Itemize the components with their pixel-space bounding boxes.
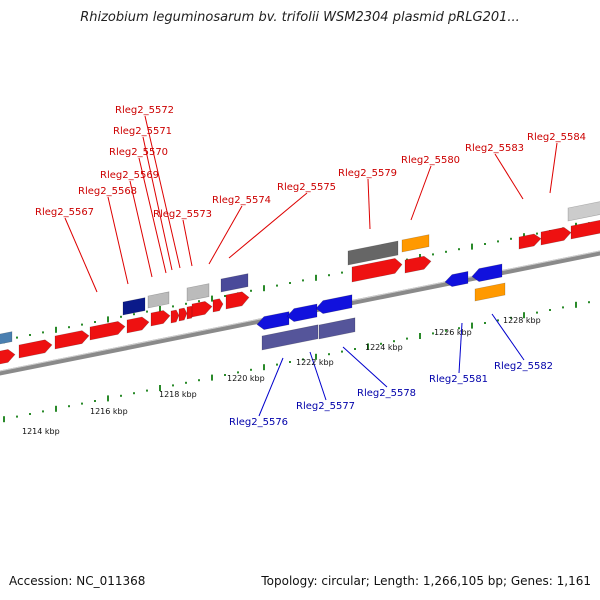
gene-26 [401, 234, 430, 253]
gene-28 [471, 263, 503, 282]
gene-5 [89, 321, 126, 341]
gene-15 [147, 291, 170, 309]
gene-label-rleg2_5575: Rleg2_5575 [277, 182, 336, 193]
leader-line [228, 192, 308, 259]
leader-line [549, 142, 558, 194]
leader-line [491, 313, 525, 361]
gene-label-rleg2_5577: Rleg2_5577 [296, 401, 355, 412]
leader-line [367, 178, 371, 230]
gene-13 [225, 291, 250, 310]
gene-7 [150, 310, 171, 327]
gene-label-rleg2_5583: Rleg2_5583 [465, 143, 524, 154]
leader-line [410, 165, 432, 221]
gene-label-rleg2_5567: Rleg2_5567 [35, 207, 94, 218]
gene-4 [54, 330, 90, 350]
scale-label: 1214 kbp [22, 427, 60, 436]
scale-label: 1228 kbp [503, 316, 541, 325]
gene-16 [186, 283, 210, 302]
leader-line [309, 351, 327, 401]
gene-11 [191, 301, 213, 318]
scale-label: 1216 kbp [90, 407, 128, 416]
leader-line [64, 217, 98, 293]
leader-line [138, 157, 167, 274]
gene-14 [122, 297, 146, 316]
label-group: 1214 kbp 1216 kbp 1218 kbp 1220 kbp 1222 kbp… [22, 105, 586, 436]
gene-label-rleg2_5584: Rleg2_5584 [527, 132, 586, 143]
gene-label-rleg2_5573: Rleg2_5573 [153, 209, 212, 220]
gene-12 [212, 298, 224, 313]
gene-17 [220, 273, 249, 293]
gene-27 [444, 271, 469, 287]
gene-33 [567, 201, 600, 222]
gene-label-rleg2_5580: Rleg2_5580 [401, 155, 460, 166]
gene-19 [286, 303, 318, 322]
leader-line [258, 357, 284, 417]
leader-line [129, 180, 153, 278]
gene-29 [474, 282, 506, 302]
gene-label-rleg2_5574: Rleg2_5574 [212, 195, 271, 206]
gene-21 [261, 324, 319, 351]
leader-line [494, 153, 524, 200]
gene-8 [170, 309, 180, 324]
gene-20 [315, 294, 353, 314]
scale-label: 1218 kbp [159, 390, 197, 399]
accession-text: Accession: NC_011368 [9, 574, 146, 588]
gene-23 [347, 240, 399, 266]
gene-9 [178, 307, 188, 322]
gene-32 [570, 219, 600, 240]
leader-line [142, 136, 173, 271]
leader-line [208, 205, 243, 265]
gene-label-rleg2_5571: Rleg2_5571 [113, 126, 172, 137]
leader-line [144, 115, 181, 269]
gene-label-rleg2_5579: Rleg2_5579 [338, 168, 397, 179]
gene-1 [0, 349, 16, 365]
gene-2 [0, 331, 13, 345]
gene-label-rleg2_5578: Rleg2_5578 [357, 388, 416, 399]
gene-3 [18, 339, 53, 359]
map-title: Rhizobium leguminosarum bv. trifolii WSM… [80, 10, 520, 25]
leader-line [458, 322, 463, 374]
gene-31 [540, 227, 572, 246]
gene-label-rleg2_5581: Rleg2_5581 [429, 374, 488, 385]
summary-text: Topology: circular; Length: 1,266,105 bp… [261, 574, 591, 588]
leader-line [342, 346, 388, 388]
gene-18 [256, 311, 290, 330]
gene-6 [126, 316, 150, 334]
gene-25 [404, 255, 432, 274]
gene-label-rleg2_5576: Rleg2_5576 [229, 417, 288, 428]
gene-24 [351, 258, 403, 283]
gene-label-rleg2_5569: Rleg2_5569 [100, 170, 159, 181]
scale-label: 1224 kbp [365, 343, 403, 352]
leader-line [107, 196, 129, 285]
gene-label-rleg2_5572: Rleg2_5572 [115, 105, 174, 116]
gene-group [0, 201, 600, 365]
leader-line [182, 219, 193, 267]
gene-label-rleg2_5570: Rleg2_5570 [109, 147, 168, 158]
scale-label: 1222 kbp [296, 358, 334, 367]
gene-label-rleg2_5568: Rleg2_5568 [78, 186, 137, 197]
gene-30 [518, 233, 542, 250]
tick-group [3, 222, 590, 423]
gene-label-rleg2_5582: Rleg2_5582 [494, 361, 553, 372]
gene-22 [318, 317, 356, 340]
scale-label: 1226 kbp [434, 328, 472, 337]
leader-group [64, 115, 558, 417]
scale-label: 1220 kbp [227, 374, 265, 383]
